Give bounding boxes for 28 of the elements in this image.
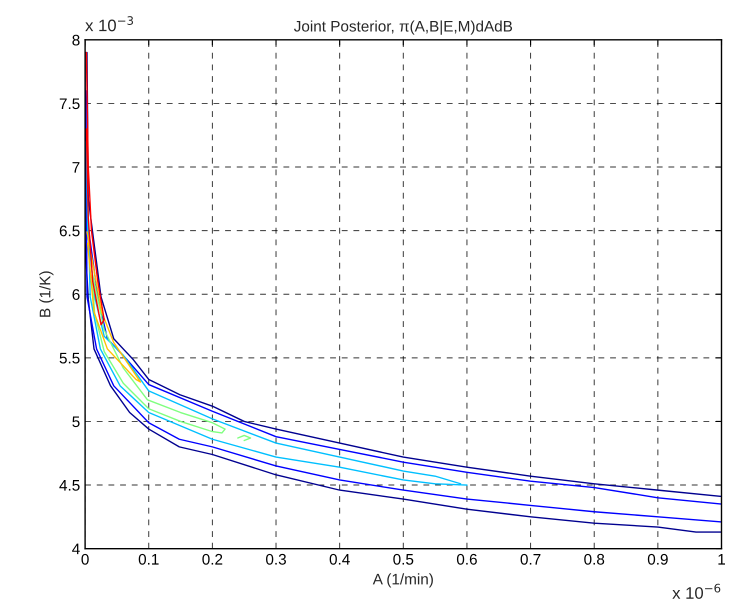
y-tick-label: 4.5 — [59, 480, 80, 491]
x-tick-label: 0.5 — [393, 554, 414, 565]
x-tick-label: 0.3 — [266, 554, 286, 565]
line-series — [86, 52, 105, 326]
line-series — [90, 268, 226, 434]
x-tick-label: 0.9 — [648, 554, 668, 565]
x-tick-label: 0.8 — [584, 554, 604, 565]
x-axis-title: A (1/min) — [372, 573, 433, 588]
y-tick-label: 7 — [72, 162, 80, 173]
chart-title: Joint Posterior, π(A,B|E,M)dAdB — [294, 20, 512, 35]
y-tick-label: 8 — [72, 34, 80, 46]
y-tick-label: 6 — [72, 289, 80, 300]
x-tick-label: 0.1 — [138, 554, 159, 565]
y-tick-label: 6.5 — [60, 226, 80, 236]
x-tick-label: 0.4 — [330, 554, 350, 565]
y-tick-label: 4 — [72, 544, 80, 554]
y-tick-label: 5 — [72, 416, 80, 428]
text: x 10$^{−3}$ — [85, 16, 134, 32]
y-tick-label: 7.5 — [60, 98, 80, 110]
y-tick-label: 5.5 — [60, 352, 80, 364]
text: x 10$^{−6}$ — [672, 584, 720, 599]
x-tick-label: 0.2 — [202, 554, 222, 565]
x-tick-label: 0.6 — [456, 554, 477, 565]
y-axis-title: B (1/K) — [39, 271, 54, 317]
x-tick-label: 0.7 — [520, 554, 540, 565]
x-tick-label: 0 — [81, 554, 89, 565]
line-series — [86, 231, 142, 383]
x-tick-label: 1 — [718, 554, 726, 565]
